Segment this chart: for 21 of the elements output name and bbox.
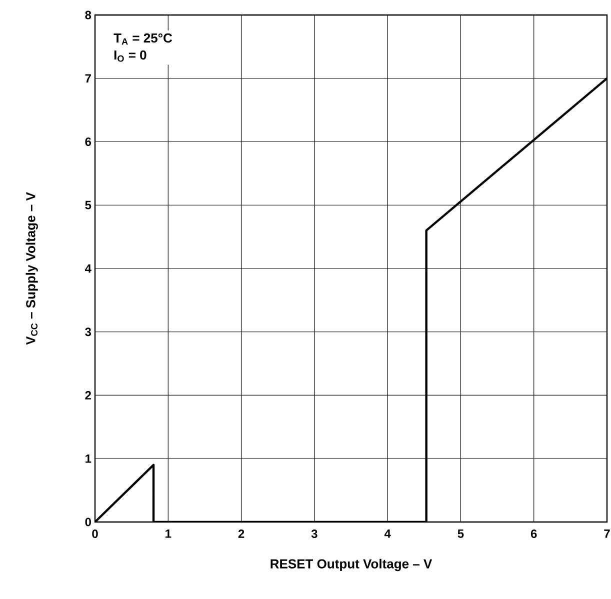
y-tick-label: 7 (85, 74, 91, 82)
y-tick-label: 1 (86, 454, 92, 463)
x-tick-label: 0 (92, 530, 98, 538)
y-tick-label: 0 (85, 518, 91, 526)
y-tick-label: 2 (85, 391, 91, 400)
x-tick-label: 7 (604, 530, 610, 538)
x-tick-label: 1 (166, 530, 172, 538)
x-tick-label: 2 (238, 530, 244, 538)
y-tick-label: 8 (85, 10, 92, 20)
y-tick-label: 5 (85, 200, 92, 210)
x-tick-label: 6 (530, 530, 537, 538)
annotation: T$_{A}$ = 25°C (114, 33, 172, 45)
y-tick-label: 4 (84, 264, 92, 273)
y-tick-label: 6 (85, 138, 92, 146)
x-tick-label: 3 (311, 530, 318, 538)
y-axis-title: V$_{CC}$ – Supply Voltage – V (26, 192, 38, 345)
x-tick-label: 5 (458, 530, 464, 538)
x-axis-title: RESET Output Voltage – V (270, 558, 432, 572)
x-tick-label: 4 (384, 530, 391, 538)
y-tick-label: 3 (85, 328, 92, 336)
annotation: I$_{O}$ = 0 (114, 50, 146, 62)
